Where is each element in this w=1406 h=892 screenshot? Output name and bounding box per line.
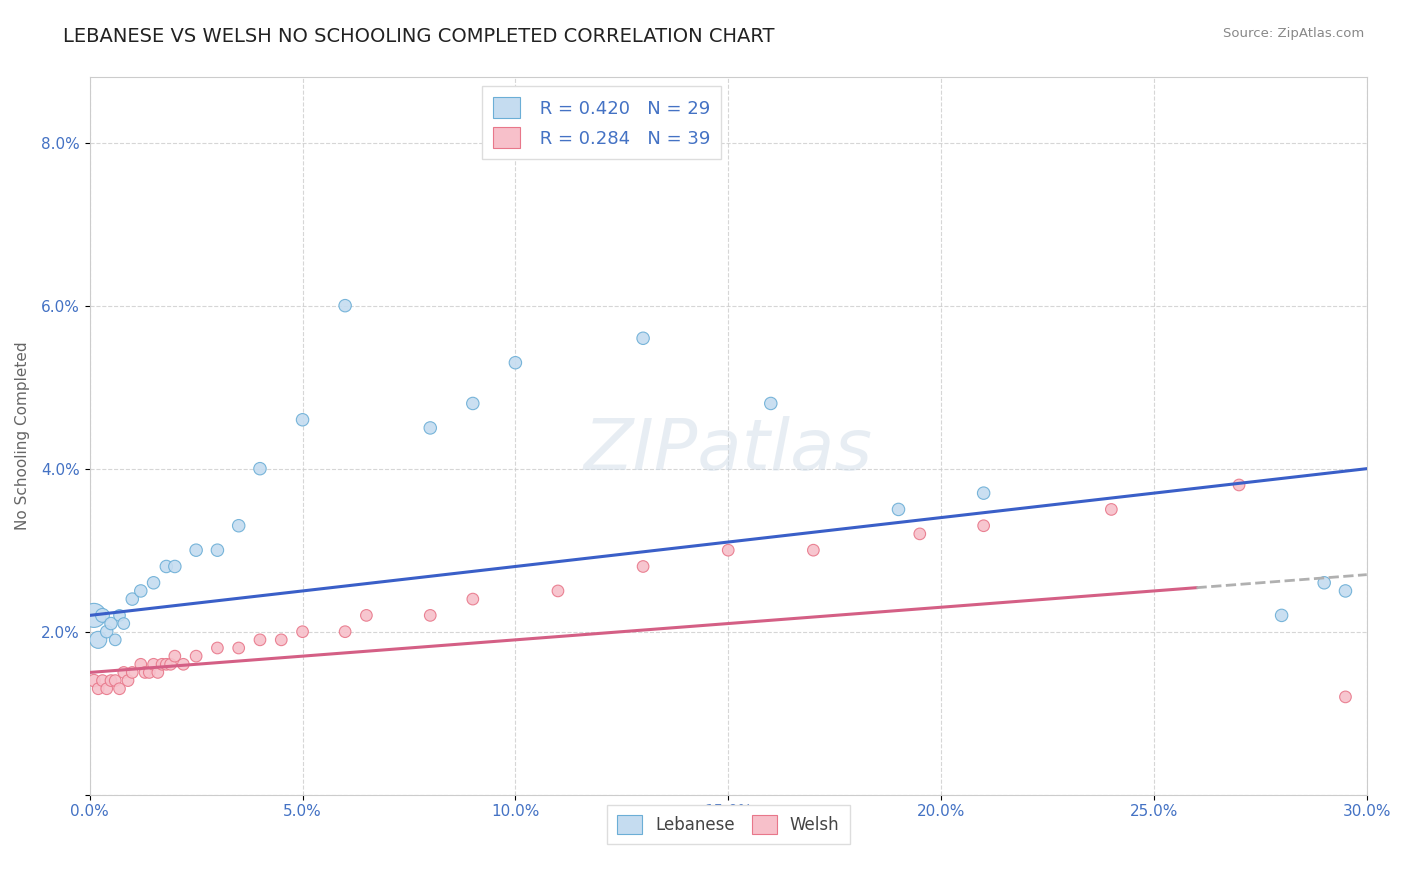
Point <box>228 518 250 533</box>
Point <box>172 657 194 672</box>
Point <box>973 518 995 533</box>
Point <box>112 616 135 631</box>
Y-axis label: No Schooling Completed: No Schooling Completed <box>15 342 30 531</box>
Point <box>184 649 207 664</box>
Point <box>631 331 654 345</box>
Point <box>1334 690 1357 704</box>
Point <box>142 657 165 672</box>
Point <box>631 559 654 574</box>
Point <box>129 583 152 598</box>
Point <box>291 624 314 639</box>
Point <box>142 575 165 590</box>
Point <box>207 640 229 655</box>
Point <box>333 299 356 313</box>
Point <box>249 461 271 475</box>
Point <box>291 413 314 427</box>
Point <box>108 681 131 696</box>
Point <box>1099 502 1122 516</box>
Point <box>121 665 143 680</box>
Point <box>96 624 118 639</box>
Point <box>419 421 441 435</box>
Point <box>112 665 135 680</box>
Point <box>419 608 441 623</box>
Point <box>1313 575 1336 590</box>
Point <box>333 624 356 639</box>
Point <box>184 543 207 558</box>
Point <box>108 608 131 623</box>
Point <box>96 681 118 696</box>
Point <box>129 657 152 672</box>
Point <box>1334 583 1357 598</box>
Point <box>249 632 271 647</box>
Point <box>461 592 484 607</box>
Point <box>801 543 824 558</box>
Text: LEBANESE VS WELSH NO SCHOOLING COMPLETED CORRELATION CHART: LEBANESE VS WELSH NO SCHOOLING COMPLETED… <box>63 27 775 45</box>
Point <box>104 673 127 688</box>
Point <box>87 681 110 696</box>
Point <box>207 543 229 558</box>
Point <box>163 649 186 664</box>
Point <box>100 616 122 631</box>
Point <box>163 559 186 574</box>
Point <box>159 657 181 672</box>
Point <box>121 592 143 607</box>
Point <box>270 632 292 647</box>
Point <box>91 608 114 623</box>
Point <box>83 673 105 688</box>
Point <box>155 657 177 672</box>
Point <box>83 608 105 623</box>
Point <box>146 665 169 680</box>
Point <box>138 665 160 680</box>
Point <box>1227 478 1250 492</box>
Text: ZIPatlas: ZIPatlas <box>583 416 873 485</box>
Legend: Lebanese, Welsh: Lebanese, Welsh <box>607 805 849 844</box>
Point <box>134 665 156 680</box>
Text: Source: ZipAtlas.com: Source: ZipAtlas.com <box>1223 27 1364 40</box>
Point <box>973 486 995 500</box>
Point <box>461 396 484 410</box>
Point <box>117 673 139 688</box>
Point <box>547 583 569 598</box>
Point <box>908 527 931 541</box>
Point <box>228 640 250 655</box>
Point <box>87 632 110 647</box>
Point <box>150 657 173 672</box>
Point <box>717 543 740 558</box>
Point <box>1271 608 1294 623</box>
Point <box>155 559 177 574</box>
Point <box>759 396 782 410</box>
Point <box>356 608 378 623</box>
Point <box>91 673 114 688</box>
Point <box>887 502 910 516</box>
Point <box>100 673 122 688</box>
Point <box>505 356 527 370</box>
Point <box>104 632 127 647</box>
